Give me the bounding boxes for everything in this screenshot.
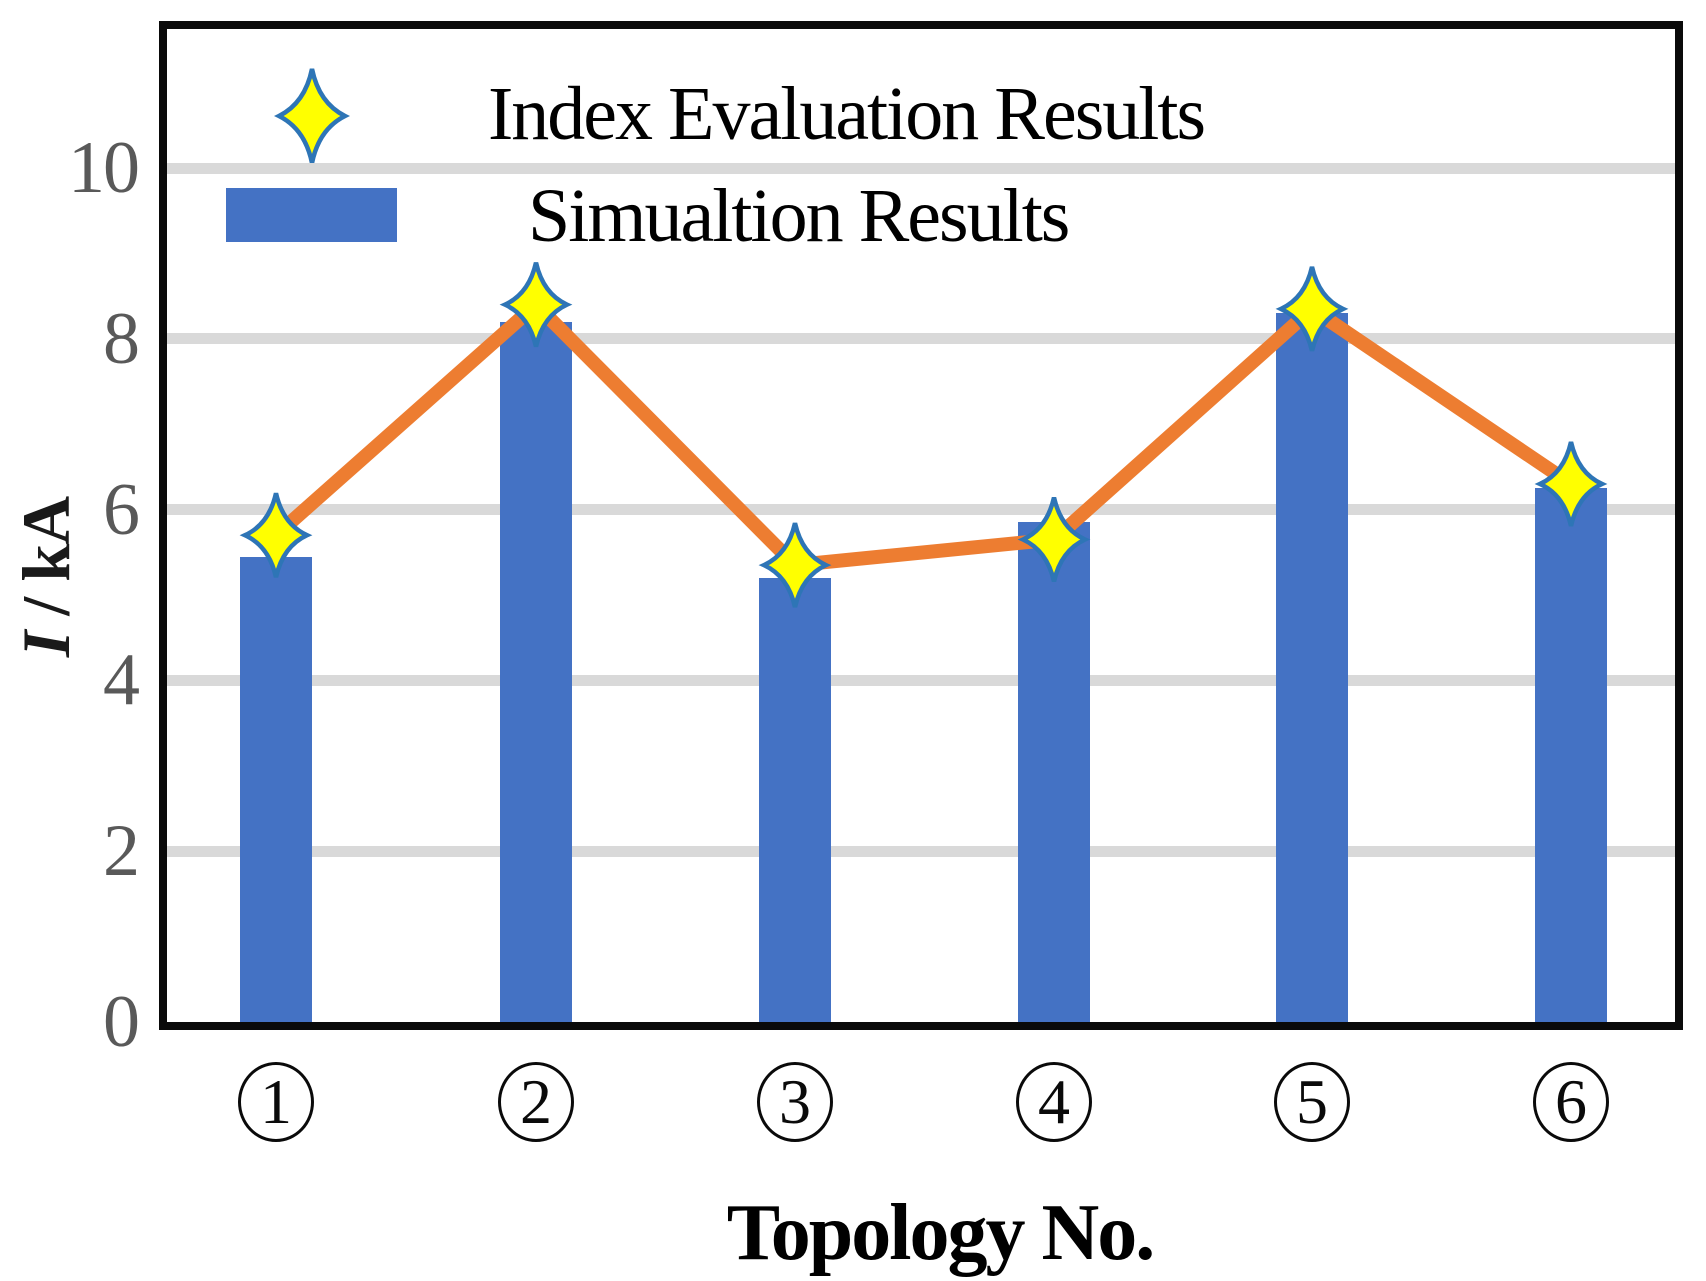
gridline-2 [167,845,1675,857]
x-tick-circled-3: 3 [757,1062,833,1142]
gridline-4 [167,674,1675,686]
x-axis-title: Topology No. [726,1189,1156,1277]
x-tick-circled-2: 2 [498,1062,574,1142]
star-marker-topology-1 [239,492,313,578]
y-tick-label-10: 10 [68,127,140,209]
bar-topology-3 [759,577,831,1022]
bar-topology-6 [1535,488,1607,1022]
plot-area [159,21,1683,1030]
gridline-8 [167,333,1675,345]
x-tick-circled-4: 4 [1016,1062,1092,1142]
legend-label-simulation: Simualtion Results [528,174,1070,258]
bar-topology-5 [1276,313,1348,1022]
x-tick-circled-6: 6 [1533,1062,1609,1142]
legend-label-index-evaluation: Index Evaluation Results [488,72,1206,156]
y-tick-label-6: 6 [103,468,140,551]
gridline-10 [167,162,1675,174]
x-tick-circled-1: 1 [238,1062,314,1142]
index-evaluation-line [271,295,1575,573]
y-tick-label-0: 0 [103,981,140,1063]
bar-topology-4 [1018,522,1090,1022]
bar-topology-1 [240,556,312,1022]
y-tick-label-4: 4 [103,639,140,722]
evaluation-line-layer [239,262,1608,608]
bar-topology-2 [500,321,572,1022]
y-tick-label-8: 8 [103,297,140,380]
legend-bar-swatch [226,188,397,242]
x-tick-circled-5: 5 [1274,1062,1350,1142]
star-marker-topology-6 [1534,441,1608,527]
star-marker-topology-2 [499,262,573,348]
gridline-6 [167,504,1675,516]
y-tick-label-2: 2 [103,810,140,893]
star-marker-topology-5 [1275,266,1349,352]
star-marker-topology-4 [1017,496,1091,583]
star-marker-topology-3 [758,522,832,608]
